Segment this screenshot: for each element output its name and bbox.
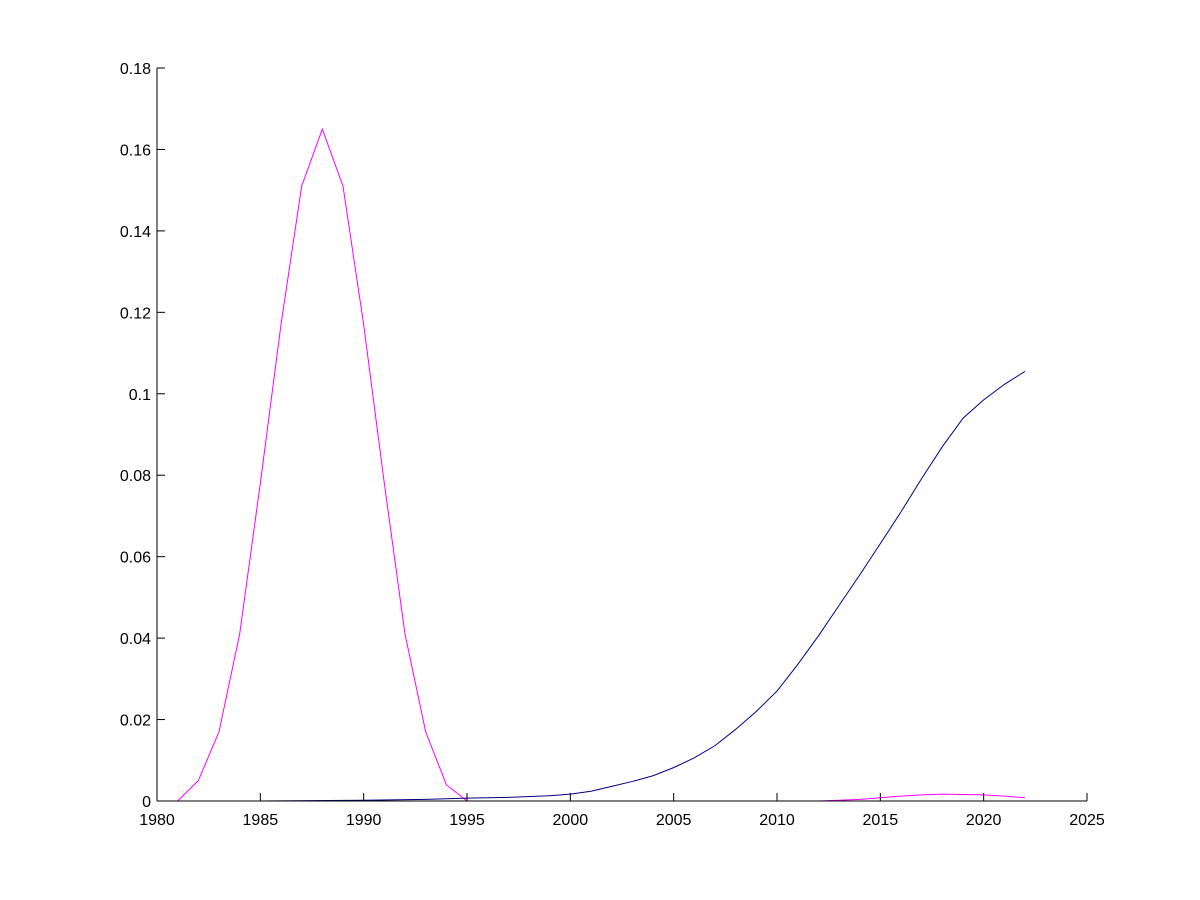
series-line-3 (157, 370, 1026, 802)
y-tick-label: 0.06 (120, 550, 151, 567)
y-tick-label: 0 (142, 794, 151, 811)
y-tick-label: 0.1 (129, 387, 151, 404)
axes-layer: 1980 1985 1990 1995 2000 2005 2010 2015 2020 2025… (120, 61, 1105, 829)
y-tick-label: 0.14 (120, 224, 151, 241)
x-tick-label: 1980 (139, 812, 175, 829)
series-line-0 (157, 127, 468, 802)
x-tick-label: 2015 (863, 812, 899, 829)
y-tick-label: 0.04 (120, 631, 151, 648)
x-tick-label: 1985 (243, 812, 279, 829)
x-tick-label: 2025 (1069, 812, 1105, 829)
y-tick-label: 0.12 (120, 305, 151, 322)
x-tick-label: 2010 (759, 812, 795, 829)
x-tick-label: 1995 (449, 812, 485, 829)
y-tick-label: 0.18 (120, 61, 151, 78)
x-tick-label: 2005 (656, 812, 692, 829)
y-tick-label: 0.02 (120, 713, 151, 730)
x-tick-label: 1990 (346, 812, 382, 829)
y-tick-label: 0.16 (120, 142, 151, 159)
y-tick-label: 0.08 (120, 468, 151, 485)
x-tick-label: 2000 (553, 812, 589, 829)
series-layer (157, 127, 1026, 802)
x-tick-label: 2020 (966, 812, 1002, 829)
series-line-2 (787, 793, 1026, 802)
